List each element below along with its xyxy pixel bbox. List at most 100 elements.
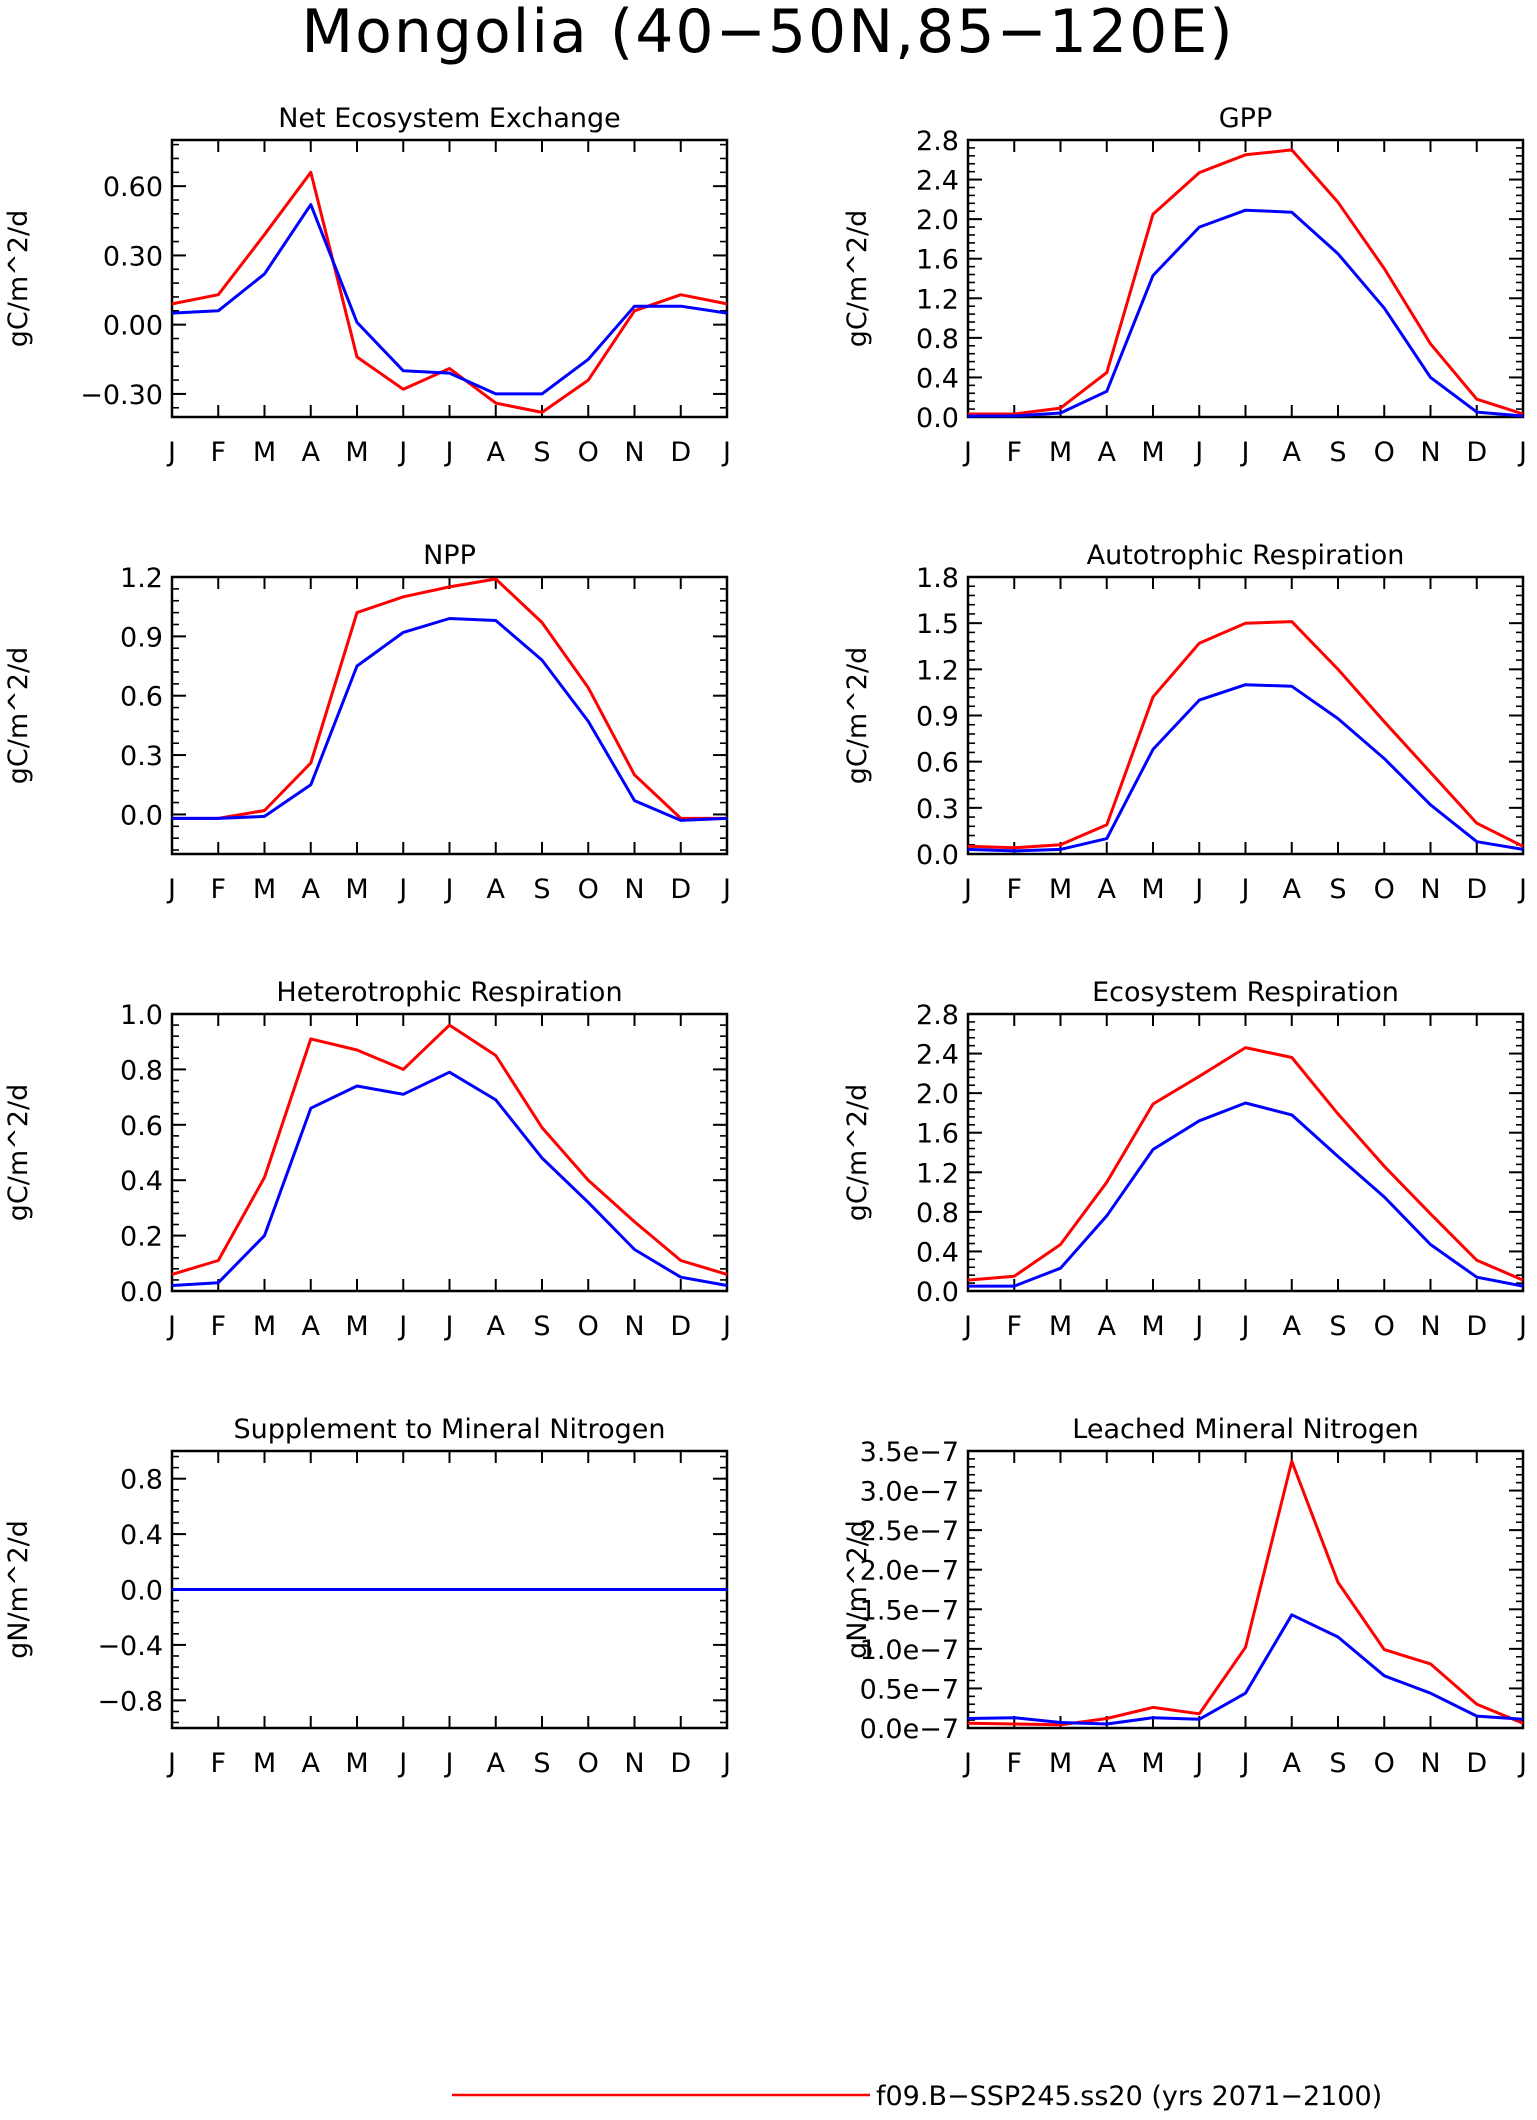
x-tick-label: D bbox=[1466, 437, 1487, 468]
x-tick-label: M bbox=[1049, 1311, 1072, 1342]
y-tick-label: 2.0 bbox=[916, 1079, 959, 1110]
x-tick-label: D bbox=[670, 874, 691, 905]
x-tick-label: M bbox=[253, 1748, 276, 1779]
y-tick-label: 0.2 bbox=[120, 1222, 163, 1253]
x-tick-label: A bbox=[1098, 874, 1117, 905]
x-tick-label: D bbox=[670, 437, 691, 468]
x-tick-label: J bbox=[444, 1311, 454, 1342]
x-tick-label: A bbox=[1283, 874, 1302, 905]
x-tick-label: S bbox=[1329, 1311, 1346, 1342]
x-tick-label: J bbox=[1517, 1311, 1527, 1342]
plot-frame bbox=[966, 138, 1525, 419]
y-tick-label: 3.5e−7 bbox=[860, 1437, 959, 1468]
y-tick-label: 0.9 bbox=[916, 702, 959, 733]
x-tick-label: S bbox=[533, 874, 550, 905]
y-tick-label: 2.4 bbox=[916, 166, 959, 197]
x-tick-label: J bbox=[166, 437, 176, 468]
series-line-blue bbox=[968, 208, 1524, 418]
series-line-red bbox=[968, 148, 1524, 416]
x-tick-label: J bbox=[721, 874, 731, 905]
y-tick-label: 1.6 bbox=[916, 245, 959, 276]
x-tick-label: N bbox=[624, 437, 644, 468]
x-tick-label: O bbox=[1374, 1748, 1395, 1779]
y-tick-label: 0.8 bbox=[916, 324, 959, 355]
plot-frame bbox=[170, 138, 729, 419]
x-tick-label: A bbox=[487, 1311, 506, 1342]
panel-title: Ecosystem Respiration bbox=[1092, 977, 1399, 1008]
y-tick-label: 0.8 bbox=[120, 1465, 163, 1496]
y-tick-label: −0.4 bbox=[97, 1631, 163, 1662]
x-tick-label: J bbox=[397, 1311, 407, 1342]
plot-frame bbox=[966, 1449, 1525, 1730]
x-tick-label: M bbox=[253, 1311, 276, 1342]
y-tick-label: 2.4 bbox=[916, 1040, 959, 1071]
series-line-blue bbox=[171, 203, 728, 396]
x-tick-label: M bbox=[345, 1311, 368, 1342]
x-tick-label: S bbox=[1329, 874, 1346, 905]
x-tick-label: M bbox=[345, 437, 368, 468]
x-tick-label: D bbox=[1466, 874, 1487, 905]
x-tick-label: M bbox=[1141, 874, 1164, 905]
panel-title: Heterotrophic Respiration bbox=[276, 977, 622, 1008]
x-tick-label: M bbox=[345, 874, 368, 905]
x-tick-label: M bbox=[253, 874, 276, 905]
series-line-red bbox=[967, 1046, 1524, 1282]
x-tick-label: F bbox=[1006, 437, 1022, 468]
y-tick-label: 0.0e−7 bbox=[860, 1714, 959, 1745]
panel-title: Supplement to Mineral Nitrogen bbox=[234, 1414, 666, 1445]
x-tick-label: J bbox=[1240, 437, 1250, 468]
y-tick-label: 1.2 bbox=[916, 284, 959, 315]
series-line-red bbox=[171, 170, 728, 414]
x-tick-label: J bbox=[1193, 874, 1203, 905]
x-tick-label: J bbox=[397, 874, 407, 905]
x-tick-label: O bbox=[578, 874, 599, 905]
y-axis-label: gC/m^2/d bbox=[842, 1084, 873, 1221]
y-tick-label: 0.6 bbox=[120, 682, 163, 713]
y-tick-label: −0.8 bbox=[97, 1686, 163, 1717]
series-line-blue bbox=[968, 1101, 1524, 1288]
x-tick-label: D bbox=[670, 1748, 691, 1779]
x-tick-label: S bbox=[533, 1311, 550, 1342]
x-tick-label: J bbox=[166, 1748, 176, 1779]
x-tick-label: N bbox=[1420, 1311, 1440, 1342]
panel-title: Autotrophic Respiration bbox=[1087, 540, 1405, 571]
x-tick-label: F bbox=[210, 1311, 226, 1342]
x-tick-label: J bbox=[1517, 437, 1527, 468]
x-tick-label: J bbox=[1517, 874, 1527, 905]
panel-title: Net Ecosystem Exchange bbox=[278, 103, 621, 134]
y-tick-label: 0.4 bbox=[120, 1520, 163, 1551]
y-axis-label: gC/m^2/d bbox=[3, 1084, 34, 1221]
plot-frame bbox=[170, 1012, 729, 1293]
x-tick-label: J bbox=[962, 437, 972, 468]
series-line-red bbox=[172, 577, 727, 820]
x-tick-label: J bbox=[962, 1748, 972, 1779]
y-tick-label: 0.5e−7 bbox=[860, 1674, 959, 1705]
x-tick-label: F bbox=[1006, 874, 1022, 905]
x-tick-label: J bbox=[1517, 1748, 1527, 1779]
y-tick-label: 0.4 bbox=[916, 363, 959, 394]
x-tick-label: M bbox=[253, 437, 276, 468]
x-tick-label: N bbox=[624, 874, 644, 905]
y-tick-label: 0.3 bbox=[916, 794, 959, 825]
y-tick-label: −0.30 bbox=[80, 380, 163, 411]
x-tick-label: J bbox=[444, 874, 454, 905]
y-tick-label: 0.0 bbox=[120, 1277, 163, 1308]
x-tick-label: F bbox=[210, 437, 226, 468]
x-tick-label: J bbox=[1193, 1748, 1203, 1779]
x-tick-label: J bbox=[721, 437, 731, 468]
x-tick-label: M bbox=[1049, 437, 1072, 468]
x-tick-label: J bbox=[1193, 437, 1203, 468]
x-tick-label: J bbox=[1240, 1311, 1250, 1342]
x-tick-label: S bbox=[533, 1748, 550, 1779]
x-tick-label: J bbox=[397, 437, 407, 468]
y-axis-label: gC/m^2/d bbox=[842, 210, 873, 347]
x-tick-label: J bbox=[962, 874, 972, 905]
x-tick-label: S bbox=[1329, 437, 1346, 468]
x-tick-label: M bbox=[1049, 1748, 1072, 1779]
legend-label: f09.B−SSP245.ss20 (yrs 2071−2100) bbox=[876, 2081, 1382, 2112]
x-tick-label: D bbox=[670, 1311, 691, 1342]
x-tick-label: A bbox=[487, 874, 506, 905]
x-tick-label: M bbox=[1141, 1311, 1164, 1342]
x-tick-label: J bbox=[166, 1311, 176, 1342]
